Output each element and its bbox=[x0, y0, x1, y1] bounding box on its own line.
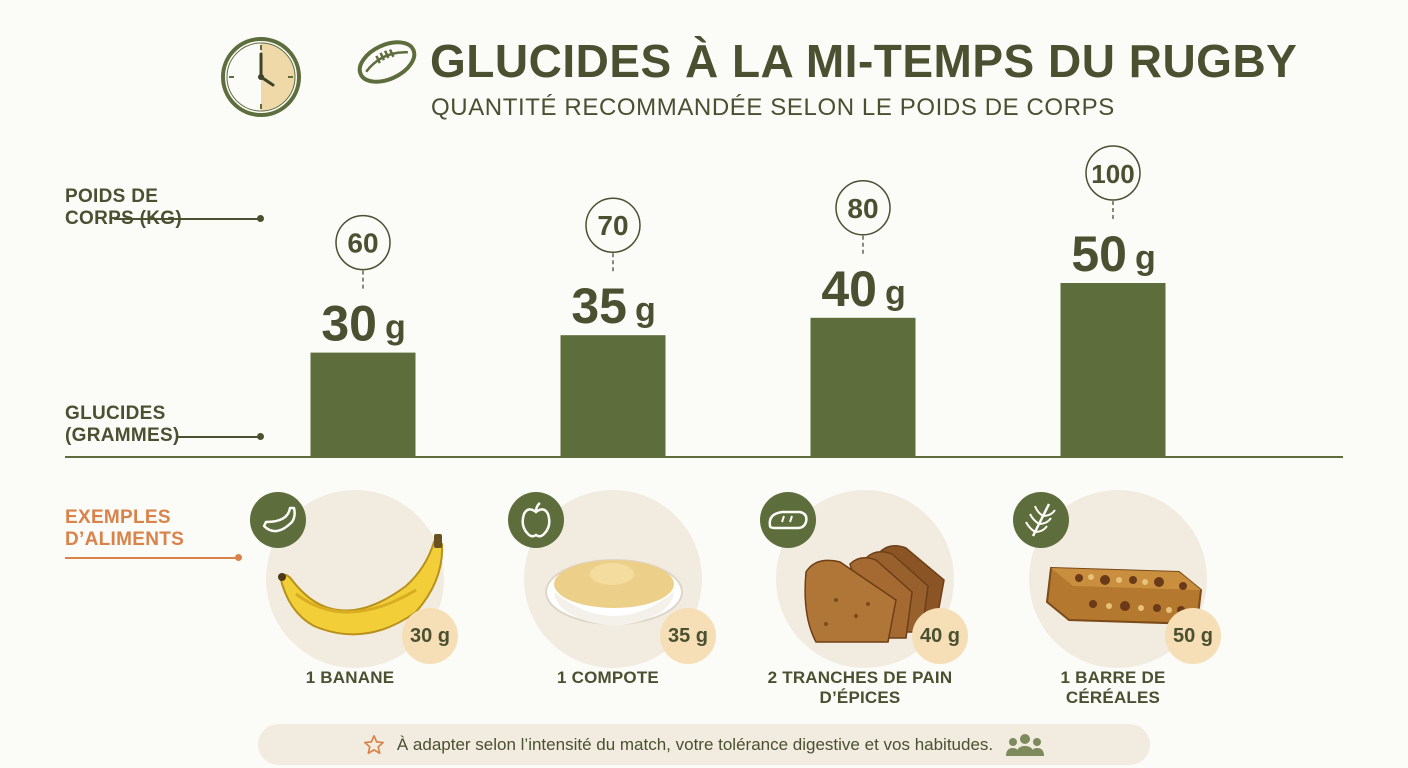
banana-image bbox=[278, 534, 444, 636]
food-card-banana: 30 g 1 BANANE bbox=[250, 490, 490, 720]
x-tick-label: 80 bbox=[847, 193, 878, 224]
carbs-axis-pointer bbox=[177, 433, 264, 439]
food-amount-badge: 35 g bbox=[660, 608, 716, 664]
bread-icon bbox=[760, 492, 816, 548]
foods-section-label: EXEMPLES D’ALIMENTS bbox=[65, 507, 185, 551]
bar bbox=[310, 352, 416, 457]
x-tick-label: 60 bbox=[347, 228, 378, 259]
bar-unit-label: g bbox=[385, 309, 406, 347]
x-tick-label: 100 bbox=[1091, 159, 1134, 189]
wheat-icon bbox=[1013, 492, 1069, 548]
foods-section-label-text: EXEMPLES D’ALIMENTS bbox=[65, 507, 185, 550]
rugby-ball-icon bbox=[357, 40, 417, 84]
weight-axis-pointer bbox=[114, 215, 264, 221]
food-name: 2 TRANCHES DE PAIN D’ÉPICES bbox=[767, 668, 953, 707]
food-amount-badge: 30 g bbox=[402, 608, 458, 664]
bar-unit-label: g bbox=[885, 274, 906, 312]
category-circle bbox=[835, 180, 891, 236]
cereal-bar-image bbox=[1045, 566, 1203, 626]
star-icon bbox=[363, 734, 384, 754]
clock-icon bbox=[221, 37, 301, 117]
people-icon bbox=[1006, 733, 1045, 756]
food-card-gingerbread: 40 g 2 TRANCHES DE PAIN D’ÉPICES bbox=[760, 490, 1000, 720]
apple-icon bbox=[508, 492, 564, 548]
chart-subtitle: QUANTITÉ RECOMMANDÉE SELON LE POIDS DE C… bbox=[431, 94, 1115, 121]
bar-value-label: 50 bbox=[1071, 226, 1127, 282]
bar-value-label: 30 bbox=[321, 296, 377, 352]
carbs-axis-label-text: GLUCIDES (GRAMMES) bbox=[65, 403, 180, 446]
food-name: 1 BANANE bbox=[305, 668, 395, 687]
footer-note: À adapter selon l’intensité du match, vo… bbox=[258, 724, 1150, 765]
bar bbox=[1060, 283, 1166, 457]
bar-value-label: 40 bbox=[821, 261, 877, 317]
bar-value-label: 35 bbox=[571, 278, 627, 334]
x-tick-label: 70 bbox=[597, 210, 628, 241]
chart-title: GLUCIDES À LA MI-TEMPS DU RUGBY bbox=[430, 35, 1298, 87]
bar bbox=[560, 335, 666, 457]
food-name: 1 BARRE DE CÉRÉALES bbox=[1060, 668, 1166, 707]
food-card-compote: 35 g 1 COMPOTE bbox=[508, 490, 748, 720]
compote-image bbox=[545, 559, 683, 626]
foods-section-pointer bbox=[65, 554, 242, 560]
food-name: 1 COMPOTE bbox=[557, 668, 659, 687]
food-card-cereal-bar: 50 g 1 BARRE DE CÉRÉALES bbox=[1013, 490, 1253, 720]
category-circle bbox=[335, 214, 391, 271]
carbs-axis-label: GLUCIDES (GRAMMES) bbox=[65, 403, 185, 447]
bar-unit-label: g bbox=[635, 291, 656, 329]
bar bbox=[810, 317, 916, 457]
category-circle bbox=[585, 197, 641, 253]
gingerbread-image bbox=[804, 545, 945, 643]
food-amount-badge: 50 g bbox=[1165, 608, 1221, 664]
category-circle bbox=[1085, 145, 1141, 201]
food-amount-badge: 40 g bbox=[912, 608, 968, 664]
banana-icon bbox=[250, 492, 306, 548]
bar-unit-label: g bbox=[1135, 239, 1156, 277]
footer-note-text: À adapter selon l’intensité du match, vo… bbox=[396, 734, 994, 754]
